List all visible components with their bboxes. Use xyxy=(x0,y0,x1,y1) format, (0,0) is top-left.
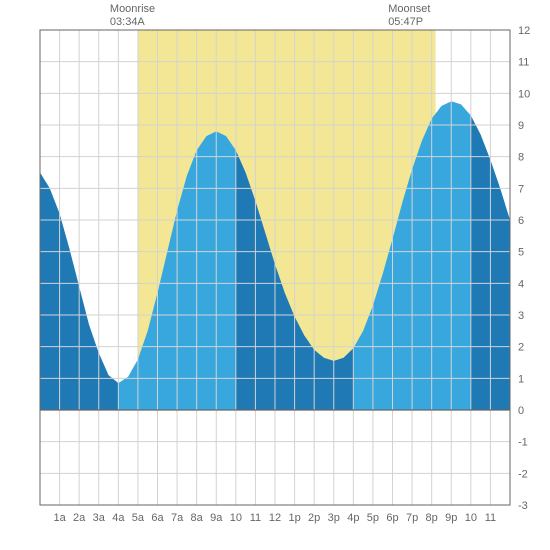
y-tick-label: 2 xyxy=(518,342,524,354)
y-tick-label: 9 xyxy=(518,120,524,132)
y-tick-label: -3 xyxy=(518,500,528,512)
x-tick-label: 11 xyxy=(250,512,261,524)
y-tick-label: 3 xyxy=(518,310,524,322)
x-tick-label: 2a xyxy=(73,512,86,524)
tide-chart: -3-2-101234567891011121a2a3a4a5a6a7a8a9a… xyxy=(0,0,550,550)
x-tick-label: 4a xyxy=(112,512,125,524)
y-tick-label: 5 xyxy=(518,247,524,259)
x-tick-label: 7p xyxy=(406,512,418,524)
moonset-label: Moonset xyxy=(388,3,430,15)
x-tick-label: 11 xyxy=(485,512,496,524)
x-tick-label: 3a xyxy=(93,512,106,524)
moonset-time: 05:47P xyxy=(388,16,423,28)
y-tick-label: 11 xyxy=(518,57,529,69)
y-tick-label: 4 xyxy=(518,278,524,290)
x-tick-label: 3p xyxy=(328,512,340,524)
moonrise-label: Moonrise xyxy=(110,3,155,15)
x-tick-label: 1p xyxy=(288,512,300,524)
x-tick-label: 9p xyxy=(445,512,457,524)
chart-svg: -3-2-101234567891011121a2a3a4a5a6a7a8a9a… xyxy=(0,0,550,550)
y-tick-label: 7 xyxy=(518,183,524,195)
x-tick-label: 8a xyxy=(191,512,204,524)
y-tick-label: 10 xyxy=(518,88,530,100)
x-tick-label: 10 xyxy=(465,512,477,524)
x-tick-label: 2p xyxy=(308,512,320,524)
x-tick-label: 1a xyxy=(53,512,66,524)
x-tick-label: 5p xyxy=(367,512,379,524)
y-tick-label: -1 xyxy=(518,437,528,449)
x-tick-label: 7a xyxy=(171,512,184,524)
y-tick-label: -2 xyxy=(518,468,528,480)
y-tick-label: 1 xyxy=(518,373,524,385)
y-tick-label: 6 xyxy=(518,215,524,227)
x-tick-label: 5a xyxy=(132,512,145,524)
y-tick-label: 12 xyxy=(518,25,530,37)
x-tick-label: 9a xyxy=(210,512,223,524)
x-tick-label: 10 xyxy=(230,512,242,524)
x-tick-label: 12 xyxy=(269,512,281,524)
x-tick-label: 4p xyxy=(347,512,359,524)
x-tick-label: 8p xyxy=(426,512,438,524)
y-tick-label: 0 xyxy=(518,405,524,417)
moonrise-time: 03:34A xyxy=(110,16,146,28)
y-tick-label: 8 xyxy=(518,152,524,164)
x-tick-label: 6p xyxy=(386,512,398,524)
x-tick-label: 6a xyxy=(151,512,164,524)
